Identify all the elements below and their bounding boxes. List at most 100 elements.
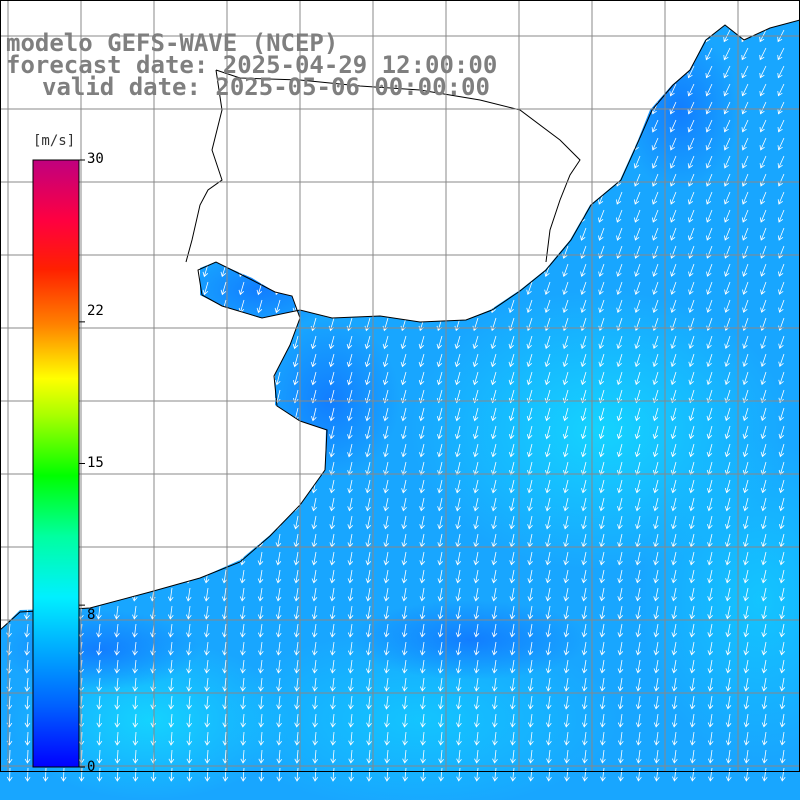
wind-arrow <box>132 767 139 782</box>
wind-arrow <box>545 695 552 710</box>
wind-arrow <box>24 695 31 710</box>
wind-arrow <box>6 767 13 782</box>
wind-arrow <box>707 695 714 710</box>
wind-arrow <box>635 569 641 584</box>
wind-arrow <box>599 677 606 692</box>
wind-arrow <box>743 695 750 710</box>
wind-arrow <box>366 695 372 710</box>
wind-arrow <box>544 335 551 350</box>
wind-arrow <box>633 191 641 205</box>
wind-arrow <box>671 677 678 692</box>
wind-arrow <box>274 299 281 314</box>
wind-arrow <box>258 767 265 782</box>
wind-arrow <box>329 551 336 566</box>
wind-arrow <box>689 497 695 512</box>
wind-arrow <box>366 767 373 782</box>
wind-arrow <box>221 623 228 638</box>
wind-arrow <box>705 191 713 205</box>
wind-arrow <box>114 767 121 782</box>
wind-arrow <box>706 281 713 295</box>
wind-arrow <box>741 119 749 133</box>
wind-arrow <box>670 299 677 314</box>
wind-arrow <box>723 83 731 97</box>
wind-arrow <box>365 569 372 584</box>
wind-arrow <box>654 767 660 782</box>
wind-arrow <box>276 713 282 728</box>
wind-arrow <box>132 623 138 638</box>
wind-arrow <box>761 767 768 782</box>
wind-arrow <box>743 677 750 692</box>
wind-arrow <box>312 695 318 710</box>
wind-arrow <box>419 515 425 530</box>
wind-arrow <box>669 173 677 187</box>
wind-arrow <box>688 443 695 458</box>
wind-arrow <box>545 497 551 512</box>
wind-arrow <box>114 623 120 638</box>
wind-arrow <box>690 767 696 782</box>
wind-arrow <box>437 677 444 692</box>
wind-arrow <box>436 335 443 350</box>
wind-arrow <box>599 695 606 710</box>
wind-arrow <box>689 605 695 620</box>
wind-arrow <box>365 497 371 512</box>
wind-arrow <box>687 137 695 151</box>
wind-arrow <box>653 605 659 620</box>
wind-arrow <box>598 425 605 440</box>
wind-arrow <box>724 407 731 422</box>
wind-arrow <box>401 551 408 566</box>
wind-arrow <box>240 695 246 710</box>
wind-arrow <box>688 281 695 295</box>
wind-arrow <box>562 281 569 296</box>
wind-arrow <box>635 677 642 692</box>
wind-arrow <box>329 407 335 422</box>
wind-arrow <box>186 659 192 674</box>
wind-arrow <box>670 227 677 241</box>
wind-arrow <box>724 497 731 512</box>
wind-arrow <box>383 659 390 674</box>
wind-arrow <box>598 461 605 476</box>
wind-arrow <box>562 263 569 278</box>
wind-arrow <box>778 425 785 440</box>
wind-arrow <box>294 677 300 692</box>
wind-arrow <box>653 731 660 746</box>
wind-arrow <box>707 749 714 764</box>
wind-arrow <box>527 587 534 602</box>
wind-arrow <box>526 389 533 404</box>
wind-arrow <box>509 479 515 494</box>
wind-arrow <box>204 623 210 638</box>
wind-arrow <box>24 731 31 746</box>
wind-arrow <box>725 767 732 782</box>
wind-arrow <box>653 587 659 602</box>
wind-arrow <box>562 425 569 440</box>
wind-arrow <box>526 281 533 296</box>
wind-arrow <box>761 677 768 692</box>
wind-arrow <box>724 281 731 295</box>
wind-arrow <box>366 713 372 728</box>
wind-arrow <box>544 443 551 458</box>
wind-arrow <box>382 335 389 350</box>
wind-arrow <box>508 371 515 386</box>
wind-arrow <box>132 641 138 656</box>
wind-arrow <box>759 155 767 169</box>
wind-arrow <box>670 425 677 440</box>
wind-arrow <box>258 713 264 728</box>
wind-arrow <box>723 209 731 223</box>
wind-arrow <box>292 335 299 350</box>
wind-arrow <box>689 677 696 692</box>
wind-arrow <box>544 407 551 422</box>
wind-arrow <box>779 641 785 656</box>
wind-arrow <box>508 407 515 422</box>
wind-arrow <box>759 83 767 97</box>
wind-arrow <box>546 767 552 782</box>
wind-arrow <box>491 659 498 674</box>
wind-arrow <box>544 425 551 440</box>
wind-arrow <box>294 695 300 710</box>
wind-arrow <box>741 191 749 205</box>
wind-arrow <box>724 425 731 440</box>
wind-arrow <box>563 623 570 638</box>
wind-arrow <box>671 695 678 710</box>
wind-arrow <box>436 389 443 404</box>
wind-arrow <box>455 569 462 584</box>
wind-arrow <box>419 461 425 476</box>
wind-arrow <box>724 263 731 277</box>
